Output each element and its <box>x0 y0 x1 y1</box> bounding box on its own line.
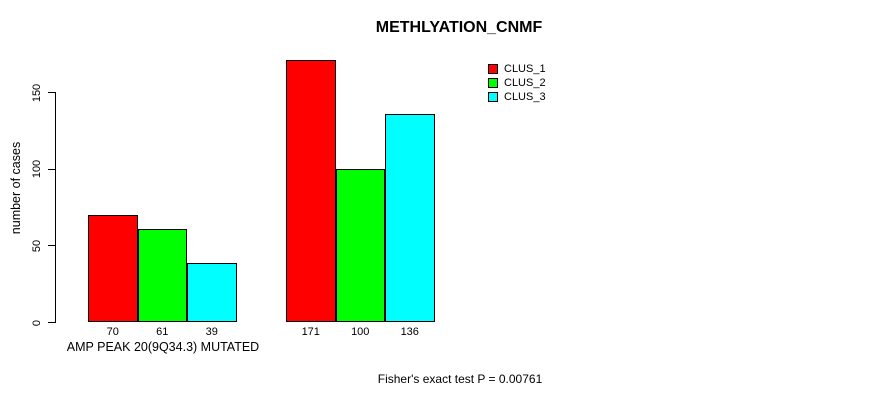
y-axis-tick <box>48 92 55 93</box>
bar-clus_2-group1 <box>137 228 187 323</box>
legend-row-clus_2: CLUS_2 <box>488 76 546 90</box>
bar-value-label: 136 <box>400 326 419 338</box>
legend-swatch-icon <box>488 92 498 102</box>
y-axis-tick-label: 50 <box>31 239 43 252</box>
legend-label: CLUS_2 <box>504 77 546 89</box>
bar-clus_3-group2 <box>385 113 435 323</box>
legend-label: CLUS_1 <box>504 63 546 75</box>
x-axis-group-label: AMP PEAK 20(9Q34.3) MUTATED <box>66 340 260 354</box>
legend-row-clus_3: CLUS_3 <box>488 90 546 104</box>
legend-label: CLUS_3 <box>504 91 546 103</box>
chart-title: METHLYATION_CNMF <box>375 19 543 36</box>
y-axis-tick <box>48 168 55 170</box>
y-axis-tick-label: 150 <box>31 83 43 102</box>
y-axis-tick-label: 0 <box>31 319 43 326</box>
bar-value-label: 100 <box>351 326 370 338</box>
y-axis-line <box>55 92 56 323</box>
bar-clus_2-group2 <box>335 169 385 323</box>
bar-value-label: 61 <box>156 326 169 338</box>
y-axis-title: number of cases <box>9 141 23 235</box>
legend: CLUS_1 CLUS_2 CLUS_3 <box>488 62 546 104</box>
legend-swatch-icon <box>488 78 498 88</box>
bar-value-label: 39 <box>205 326 218 338</box>
bar-clus_1-group1 <box>88 215 138 323</box>
y-axis-tick <box>48 245 55 247</box>
bar-clus_3-group1 <box>187 262 237 323</box>
legend-row-clus_1: CLUS_1 <box>488 62 546 76</box>
footer-annotation: Fisher's exact test P = 0.00761 <box>377 372 543 386</box>
y-axis-tick <box>48 322 55 323</box>
bar-clus_1-group2 <box>286 60 336 323</box>
bar-value-label: 171 <box>301 326 320 338</box>
legend-swatch-icon <box>488 64 498 74</box>
y-axis-tick-label: 100 <box>31 159 43 179</box>
bar-value-label: 70 <box>106 326 119 338</box>
